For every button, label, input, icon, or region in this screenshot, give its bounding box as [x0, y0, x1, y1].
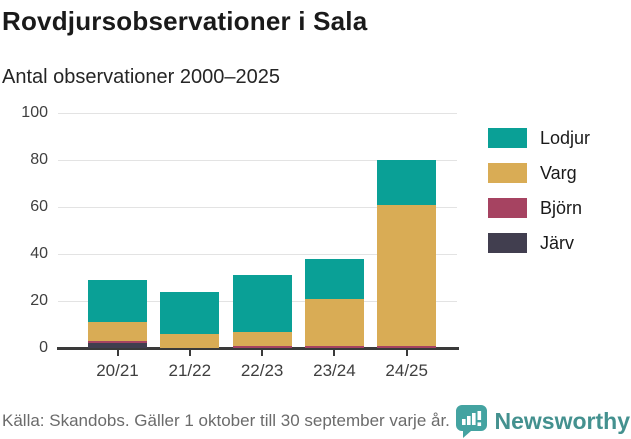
- x-axis-line: [57, 347, 459, 350]
- bar-segment-varg-21-22: [160, 333, 220, 348]
- brand-logo: Newsworthy: [455, 404, 630, 438]
- bar-segment-lodjur-24-25: [377, 160, 437, 205]
- source-note: Källa: Skandobs. Gäller 1 oktober till 3…: [2, 411, 450, 430]
- bar-24-25: [377, 160, 437, 348]
- x-tick-24-25: [405, 350, 408, 356]
- legend-swatch-järv: [488, 233, 527, 253]
- bar-segment-björn-20-21: [88, 340, 147, 344]
- y-tick-label-40: 40: [30, 245, 48, 262]
- y-tick-label-100: 100: [21, 104, 48, 121]
- bar-segment-lodjur-22-23: [232, 275, 292, 332]
- bar-21-22: [160, 291, 220, 348]
- chart-subtitle: Antal observationer 2000–2025: [2, 66, 280, 88]
- legend-label-lodjur: Lodjur: [540, 127, 591, 148]
- legend-label-varg: Varg: [540, 162, 577, 183]
- bar-segment-björn-24-25: [377, 345, 437, 348]
- y-tick-label-20: 20: [30, 292, 48, 309]
- newsworthy-logo-icon: [455, 404, 488, 438]
- x-tick-23-24: [333, 350, 336, 356]
- bar-23-24: [304, 258, 364, 348]
- legend-label-järv: Järv: [540, 232, 575, 253]
- bar-segment-varg-24-25: [377, 204, 437, 346]
- bar-segment-björn-22-23: [232, 345, 292, 348]
- bar-22-23: [232, 275, 292, 348]
- y-tick-label-60: 60: [30, 198, 48, 215]
- bar-segment-lodjur-23-24: [304, 258, 364, 299]
- y-axis-labels: 0 20 40 60 80 100: [0, 104, 48, 356]
- legend-item-lodjur: Lodjur: [488, 128, 590, 148]
- legend-item-järv: Järv: [488, 233, 590, 253]
- gridline-40: [58, 253, 457, 255]
- x-tick-21-22: [188, 350, 191, 356]
- y-tick-label-80: 80: [30, 151, 48, 168]
- x-tick-label-22-23: 22/23: [240, 361, 284, 380]
- x-tick-20-21: [116, 350, 119, 356]
- x-tick-22-23: [261, 350, 264, 356]
- bar-segment-varg-23-24: [304, 298, 364, 346]
- gridline-80: [58, 159, 457, 161]
- gridline-100: [58, 112, 457, 114]
- page-title: Rovdjursobservationer i Sala: [2, 6, 368, 36]
- bar-segment-lodjur-21-22: [160, 291, 220, 334]
- legend-item-björn: Björn: [488, 198, 590, 218]
- bar-segment-järv-20-21: [88, 343, 147, 348]
- brand-name: Newsworthy: [494, 407, 630, 434]
- legend: Lodjur Varg Björn Järv: [488, 128, 590, 268]
- legend-item-varg: Varg: [488, 163, 590, 183]
- bar-segment-lodjur-20-21: [88, 279, 147, 323]
- bar-segment-varg-22-23: [232, 331, 292, 346]
- plot-area: 20/21 21/22 22/23 23/24 24/25: [57, 112, 459, 380]
- x-tick-label-21-22: 21/22: [168, 361, 212, 380]
- legend-swatch-varg: [488, 163, 527, 183]
- legend-swatch-lodjur: [488, 128, 527, 148]
- legend-label-björn: Björn: [540, 197, 583, 218]
- bar-20-21: [88, 279, 147, 348]
- legend-swatch-björn: [488, 198, 527, 218]
- bar-segment-varg-20-21: [88, 322, 147, 341]
- bar-segment-björn-23-24: [304, 345, 364, 348]
- y-tick-label-0: 0: [39, 339, 48, 356]
- x-tick-label-23-24: 23/24: [313, 361, 356, 380]
- gridline-60: [58, 206, 457, 208]
- x-tick-label-20-21: 20/21: [96, 361, 139, 380]
- x-tick-label-24-25: 24/25: [385, 361, 428, 380]
